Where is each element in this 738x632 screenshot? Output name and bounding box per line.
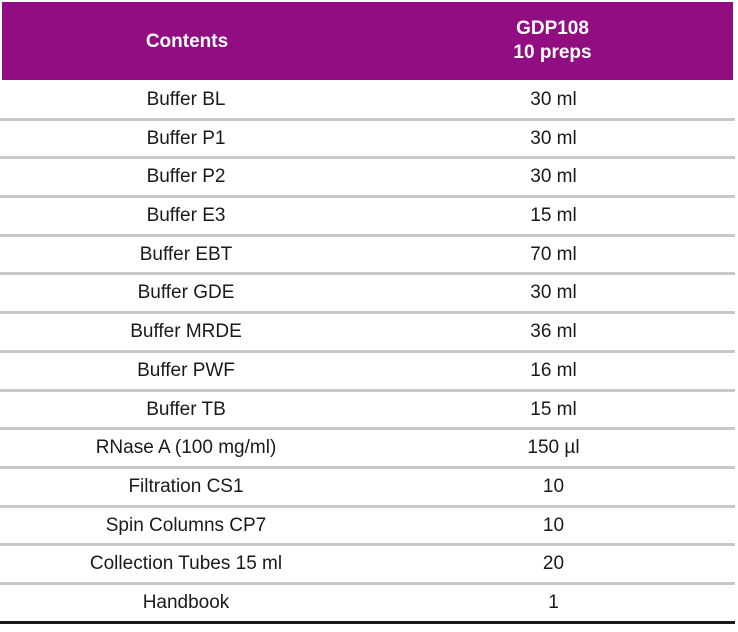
item-amount: 30 ml: [530, 89, 577, 110]
item-amount: 20: [542, 553, 565, 575]
item-amount: 15 ml: [530, 398, 577, 420]
item-name: Handbook: [142, 591, 230, 613]
table-row: Buffer P2 30 ml: [0, 159, 735, 198]
table-row: Collection Tubes 15 ml 20: [0, 546, 735, 585]
table-row: RNase A (100 mg/ml) 150 µl: [0, 430, 735, 469]
item-name: Buffer E3: [146, 205, 226, 227]
item-name: Buffer GDE: [137, 282, 235, 304]
item-name: Buffer P1: [146, 127, 226, 149]
item-amount: 15 ml: [530, 205, 577, 227]
item-name: Buffer EBT: [139, 243, 233, 265]
item-name: Buffer TB: [146, 398, 226, 420]
table-row: Buffer E3 15 ml: [0, 198, 735, 237]
item-amount: 150 µl: [527, 437, 580, 459]
header-contents: Contents: [145, 31, 229, 52]
item-amount: 36 ml: [530, 321, 577, 343]
item-amount: 16 ml: [530, 359, 577, 381]
item-amount: 30 ml: [530, 127, 577, 149]
header-kit-code: GDP108: [516, 18, 589, 39]
item-name: Buffer MRDE: [130, 321, 242, 343]
table-body: Buffer BL 30 ml Buffer P1 30 ml Buffer P…: [0, 82, 735, 624]
table-row: Spin Columns CP7 10: [0, 508, 735, 547]
item-amount: 30 ml: [530, 282, 577, 304]
table-row: Handbook 1: [0, 585, 735, 624]
item-name: Buffer PWF: [137, 359, 235, 381]
item-amount: 1: [548, 591, 559, 613]
item-name: Spin Columns CP7: [105, 514, 267, 536]
item-amount: 30 ml: [530, 166, 577, 188]
table-row: Buffer MRDE 36 ml: [0, 314, 735, 353]
item-amount: 10: [542, 475, 565, 497]
item-name: Buffer P2: [146, 166, 226, 188]
item-amount: 70 ml: [530, 243, 577, 265]
item-amount: 10: [542, 514, 565, 536]
item-name: Collection Tubes 15 ml: [89, 553, 283, 575]
item-name: RNase A (100 mg/ml): [95, 437, 277, 459]
header-kit: GDP108 10 preps: [372, 2, 733, 80]
table-row: Filtration CS1 10: [0, 469, 735, 508]
table-row: Buffer TB 15 ml: [0, 392, 735, 431]
table-row: Buffer GDE 30 ml: [0, 275, 735, 314]
table-header: Contents GDP108 10 preps: [2, 2, 733, 80]
table-row: Buffer P1 30 ml: [0, 121, 735, 160]
table-row: Buffer BL 30 ml: [0, 82, 735, 121]
item-name: Buffer BL: [146, 89, 226, 110]
table-row: Buffer PWF 16 ml: [0, 353, 735, 392]
item-name: Filtration CS1: [128, 475, 244, 497]
table-row: Buffer EBT 70 ml: [0, 237, 735, 276]
header-kit-preps: 10 preps: [513, 42, 592, 63]
